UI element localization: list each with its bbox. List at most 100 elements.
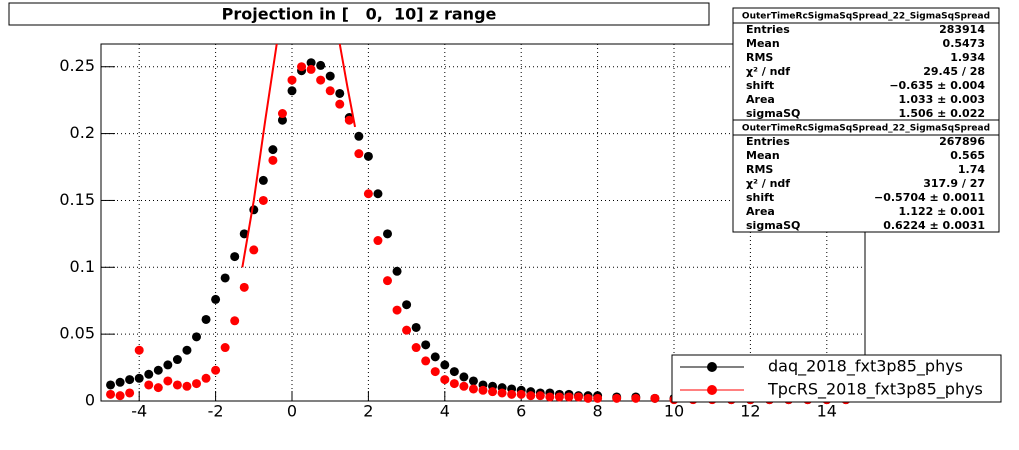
- stats-value: 0.5473: [943, 37, 985, 50]
- point: [402, 325, 412, 335]
- point: [182, 345, 192, 355]
- title-box: [8, 2, 710, 26]
- point: [430, 352, 440, 362]
- stats-value: −0.5704 ± 0.0011: [874, 191, 985, 204]
- point: [344, 115, 354, 125]
- point: [144, 380, 154, 390]
- point: [497, 388, 507, 398]
- point: [545, 392, 555, 402]
- point: [201, 373, 211, 383]
- point: [211, 365, 221, 375]
- point: [631, 393, 641, 403]
- point: [478, 385, 488, 395]
- point: [211, 294, 221, 304]
- stats-box: [732, 119, 1000, 233]
- point: [306, 64, 316, 74]
- y-tick-label: 0: [85, 391, 95, 410]
- fit-curve: [241, 43, 278, 268]
- y-tick-label: 0.15: [59, 190, 95, 209]
- point: [468, 376, 478, 386]
- point: [516, 389, 526, 399]
- point: [363, 189, 373, 199]
- point: [153, 365, 163, 375]
- point: [402, 300, 412, 310]
- point: [335, 88, 345, 98]
- point: [144, 369, 154, 379]
- point: [192, 332, 201, 342]
- y-tick-label: 0.2: [70, 123, 95, 142]
- point: [316, 75, 326, 85]
- point: [449, 367, 459, 377]
- point: [306, 58, 316, 68]
- point: [383, 276, 392, 286]
- x-tick-label: 0: [287, 402, 297, 421]
- stats-label: Entries: [746, 135, 790, 148]
- point: [192, 379, 201, 389]
- point: [488, 387, 498, 397]
- point: [449, 379, 459, 389]
- point: [325, 86, 335, 96]
- point: [421, 340, 431, 350]
- point: [373, 236, 383, 246]
- point: [258, 175, 268, 185]
- x-tick-label: -4: [131, 402, 147, 421]
- point: [373, 189, 383, 199]
- fit-curve: [338, 43, 357, 128]
- x-tick-label: 8: [593, 402, 603, 421]
- stats-label: Mean: [746, 37, 780, 50]
- point: [392, 266, 402, 276]
- point: [182, 381, 192, 391]
- point: [440, 360, 450, 370]
- point: [134, 373, 144, 383]
- point: [268, 145, 278, 155]
- stats-value: 1.934: [950, 51, 985, 64]
- x-tick-label: 2: [363, 402, 373, 421]
- point: [268, 155, 278, 165]
- point: [297, 62, 307, 72]
- x-tick-label: 4: [440, 402, 450, 421]
- point: [134, 345, 144, 355]
- point: [115, 377, 125, 387]
- stats-label: χ² / ndf: [746, 177, 790, 190]
- point: [440, 375, 450, 385]
- point: [468, 384, 478, 394]
- point: [163, 360, 173, 370]
- point: [392, 305, 402, 315]
- stats-label: Mean: [746, 149, 780, 162]
- point: [287, 75, 297, 85]
- point: [258, 195, 268, 205]
- point: [220, 273, 230, 283]
- y-tick-label: 0.1: [70, 257, 95, 276]
- stats-title: OuterTimeRcSigmaSqSpread_22_SigmaSqSprea…: [742, 12, 990, 22]
- point: [459, 372, 469, 382]
- legend-label: TpcRS_2018_fxt3p85_phys: [767, 380, 983, 400]
- legend-marker: [707, 362, 717, 372]
- y-tick-label: 0.05: [59, 324, 95, 343]
- point: [115, 391, 125, 401]
- point: [554, 392, 564, 402]
- point: [507, 389, 517, 399]
- point: [230, 316, 240, 326]
- point: [325, 71, 335, 81]
- point: [354, 131, 364, 141]
- point: [106, 380, 116, 390]
- point: [650, 393, 660, 403]
- point: [277, 109, 287, 119]
- stats-label: shift: [746, 79, 774, 92]
- legend-box: [671, 354, 1002, 403]
- stats-label: sigmaSQ: [746, 107, 800, 120]
- point: [201, 314, 211, 324]
- stats-label: Area: [746, 93, 775, 106]
- point: [574, 392, 583, 402]
- stats-label: shift: [746, 191, 774, 204]
- point: [125, 388, 135, 398]
- point: [220, 343, 230, 353]
- point: [354, 149, 364, 159]
- x-tick-label: 10: [664, 402, 684, 421]
- stats-value: 1.033 ± 0.003: [899, 93, 985, 106]
- point: [239, 229, 249, 239]
- stats-value: −0.635 ± 0.004: [889, 79, 985, 92]
- point: [411, 343, 421, 353]
- stats-label: Area: [746, 205, 775, 218]
